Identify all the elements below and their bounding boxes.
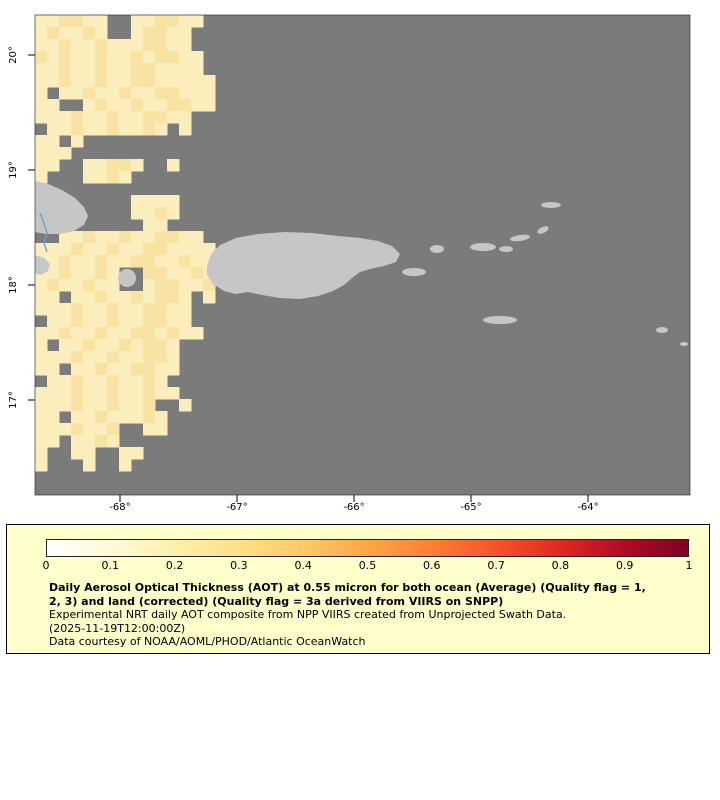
colorbar-tick-label: 0.9 [615, 559, 634, 572]
lon-label: -65° [460, 502, 481, 513]
lat-ticks [28, 54, 35, 401]
lat-label: 18° [8, 276, 19, 294]
land-vieques [402, 268, 426, 276]
lon-label: -66° [343, 502, 364, 513]
colorbar-tick-label: 0.8 [551, 559, 570, 572]
aot-map-svg: 20° 19° 18° 17° -68° -67° -66° -65° -64° [8, 14, 691, 513]
land-mona-island [118, 269, 136, 287]
landmasses [35, 181, 688, 346]
land-virgin-gorda [537, 226, 549, 234]
legend-caption: Daily Aerosol Optical Thickness (AOT) at… [49, 581, 699, 649]
caption-description: Experimental NRT daily AOT composite fro… [49, 608, 567, 621]
land-anegada [541, 202, 561, 208]
lat-label: 17° [8, 391, 19, 409]
caption-title-line1: Daily Aerosol Optical Thickness (AOT) at… [49, 581, 646, 594]
colorbar-tick-label: 1 [685, 559, 693, 572]
land-culebra [430, 245, 444, 253]
land-saba [656, 327, 668, 333]
lon-label: -67° [226, 502, 247, 513]
lon-ticks [119, 495, 589, 502]
lon-label: -64° [577, 502, 598, 513]
map-frame [34, 14, 691, 496]
colorbar-tick-label: 0.7 [487, 559, 505, 572]
colorbar [46, 539, 689, 557]
lat-label: 19° [8, 161, 19, 179]
colorbar-tick-label: 0.3 [230, 559, 248, 572]
lat-label: 20° [8, 46, 19, 64]
colorbar-tick-label: 0.1 [101, 559, 120, 572]
colorbar-tick-label: 0.4 [294, 559, 312, 572]
colorbar-tick-labels: 0 0.1 0.2 0.3 0.4 0.5 0.6 0.7 0.8 0.9 1 [42, 559, 693, 575]
aot-map-figure: 20° 19° 18° 17° -68° -67° -66° -65° -64° [8, 14, 691, 513]
river-line [39, 212, 48, 253]
colorbar-tick-label: 0.5 [358, 559, 377, 572]
land-st-thomas [470, 243, 496, 251]
land-hispaniola [35, 181, 88, 234]
caption-timestamp: (2025-11-19T12:00:00Z) [49, 621, 186, 635]
land-tortola [510, 234, 530, 242]
land-st-croix [483, 316, 517, 324]
land-hispaniola-south [35, 255, 50, 275]
legend-panel: 0 0.1 0.2 0.3 0.4 0.5 0.6 0.7 0.8 0.9 1 … [6, 524, 710, 654]
caption-credit: Data courtesy of NOAA/AOML/PHOD/Atlantic… [49, 635, 366, 648]
land-puerto-rico [207, 232, 400, 299]
lon-label: -68° [109, 502, 130, 513]
colorbar-tick-label: 0.2 [165, 559, 184, 572]
caption-title-line2: 2, 3) and land (corrected) (Quality flag… [49, 594, 504, 608]
colorbar-tick-label: 0 [42, 559, 50, 572]
aot-data-cells [35, 15, 216, 472]
colorbar-tick-label: 0.6 [423, 559, 441, 572]
land-st-eustatius [680, 342, 688, 346]
land-st-john [499, 246, 513, 252]
